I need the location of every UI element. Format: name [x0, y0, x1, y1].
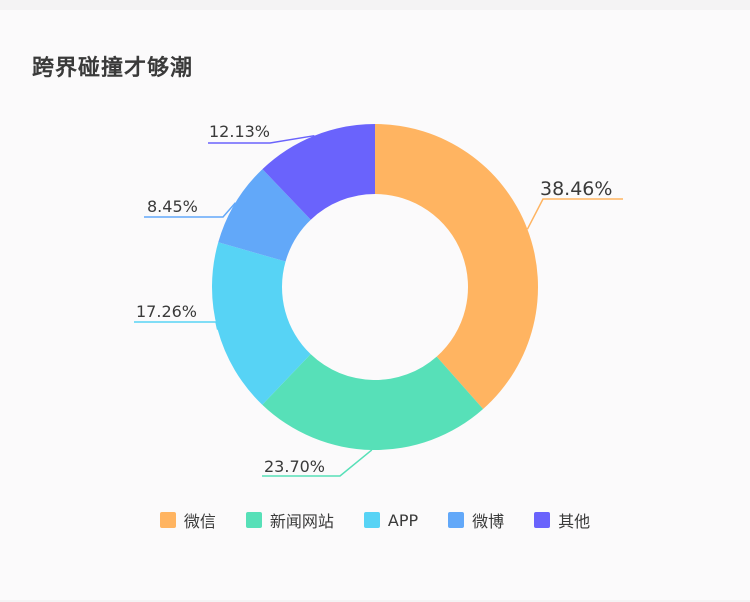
legend-swatch [363, 512, 380, 528]
chart-card [0, 10, 750, 600]
legend-swatch [448, 512, 465, 528]
legend-item-other[interactable]: 其他 [534, 508, 590, 532]
legend-label: APP [387, 510, 419, 530]
legend-swatch [534, 512, 551, 528]
donut-slice-wechat[interactable] [375, 124, 538, 409]
legend-swatch [245, 512, 262, 528]
leader-line-weibo [144, 202, 237, 218]
donut-slices [212, 124, 538, 450]
legend-label: 微信 [183, 512, 216, 531]
leader-line-wechat [526, 198, 623, 230]
data-label-wechat: 38.46% [540, 178, 612, 200]
legend-label: 新闻网站 [269, 512, 334, 531]
donut-slice-news-sites[interactable] [262, 354, 484, 450]
legend-item-weibo[interactable]: 微博 [448, 508, 504, 532]
label-leaders [134, 134, 623, 477]
leader-line-app [134, 321, 219, 330]
legend-label: 其他 [558, 512, 591, 531]
data-label-app: 17.26% [136, 302, 197, 321]
legend-item-wechat[interactable]: 微信 [159, 508, 216, 532]
data-label-weibo: 8.45% [147, 197, 198, 216]
legend-swatch [159, 512, 176, 528]
legend-label: 微博 [472, 512, 505, 531]
data-labels: 38.46% 23.70% 17.26% 8.45% 12.13% [136, 122, 612, 476]
donut-slice-app[interactable] [212, 242, 311, 405]
data-label-news-sites: 23.70% [264, 457, 325, 476]
leader-line-news-sites [262, 449, 373, 477]
legend-item-news-sites[interactable]: 新闻网站 [245, 508, 334, 532]
legend-item-app[interactable]: APP [363, 510, 419, 530]
leader-line-other [208, 134, 315, 144]
donut-slice-weibo[interactable] [218, 169, 311, 262]
chart-legend: 微信 新闻网站 APP 微博 其他 [0, 508, 750, 532]
donut-slice-other[interactable] [262, 124, 375, 220]
data-label-other: 12.13% [209, 122, 270, 141]
chart-title: 跨界碰撞才够潮 [32, 56, 194, 81]
